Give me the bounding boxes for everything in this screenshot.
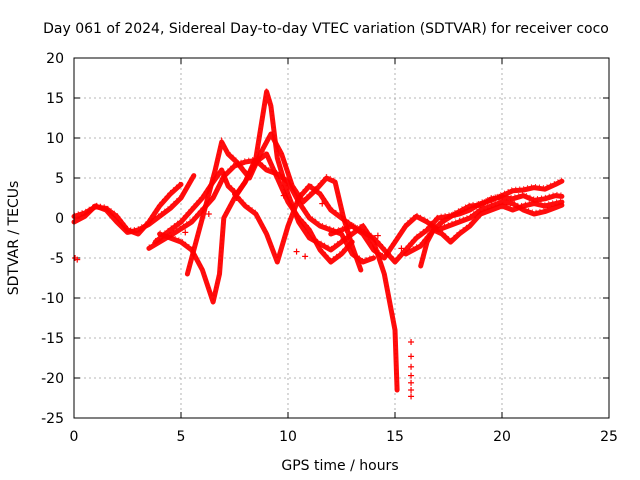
x-tick-label: 0 bbox=[70, 429, 79, 445]
x-tick-label: 15 bbox=[386, 429, 404, 445]
x-tick-label: 5 bbox=[177, 429, 186, 445]
plus-marker bbox=[302, 253, 309, 260]
series-track-i-edge bbox=[405, 191, 562, 252]
plus-marker bbox=[182, 229, 189, 236]
y-axis-label: SDTVAR / TECUs bbox=[6, 181, 22, 296]
plus-marker bbox=[408, 387, 415, 393]
plus-marker bbox=[408, 379, 415, 386]
plus-marker bbox=[280, 192, 287, 199]
series-track-j bbox=[418, 199, 565, 269]
plus-marker bbox=[293, 248, 300, 255]
chart-title: Day 061 of 2024, Sidereal Day-to-day VTE… bbox=[43, 21, 609, 37]
plus-marker bbox=[246, 168, 253, 175]
series-track-e-edge bbox=[159, 88, 398, 388]
plus-marker bbox=[342, 227, 349, 233]
plus-marker bbox=[74, 256, 81, 263]
series-track-a-edge bbox=[73, 180, 182, 232]
plus-marker bbox=[233, 195, 240, 201]
y-tick-label: 5 bbox=[55, 171, 64, 187]
series-track-g bbox=[232, 183, 565, 265]
plus-marker bbox=[408, 339, 415, 345]
plus-marker bbox=[408, 393, 415, 400]
y-tick-label: 0 bbox=[55, 211, 64, 227]
y-tick-label: -5 bbox=[50, 251, 64, 267]
y-tick-label: 15 bbox=[46, 91, 64, 107]
plus-marker bbox=[319, 200, 326, 207]
series-track-b-edge bbox=[73, 172, 195, 231]
y-tick-label: -10 bbox=[41, 291, 64, 307]
grid bbox=[74, 58, 609, 418]
x-tick-label: 25 bbox=[600, 429, 618, 445]
plus-marker bbox=[398, 245, 405, 252]
series-track-i bbox=[403, 193, 565, 257]
y-tick-label: -15 bbox=[41, 331, 64, 347]
x-axis-label: GPS time / hours bbox=[281, 458, 398, 474]
plus-marker bbox=[408, 353, 415, 360]
y-tick-label: -25 bbox=[41, 411, 64, 427]
plus-marker bbox=[408, 372, 415, 379]
series-track-b bbox=[71, 173, 197, 235]
y-tick-label: 10 bbox=[46, 131, 64, 147]
series-layer bbox=[71, 88, 565, 393]
marker-layer bbox=[72, 168, 415, 400]
y-tick-label: 20 bbox=[46, 51, 64, 67]
series-track-h bbox=[328, 178, 565, 265]
plus-marker bbox=[374, 232, 381, 239]
plus-marker bbox=[205, 211, 212, 217]
plot-frame bbox=[73, 57, 610, 419]
x-tick-label: 20 bbox=[493, 429, 511, 445]
y-tick-label: -20 bbox=[41, 371, 64, 387]
plus-marker bbox=[408, 363, 415, 370]
x-tick-label: 10 bbox=[279, 429, 297, 445]
